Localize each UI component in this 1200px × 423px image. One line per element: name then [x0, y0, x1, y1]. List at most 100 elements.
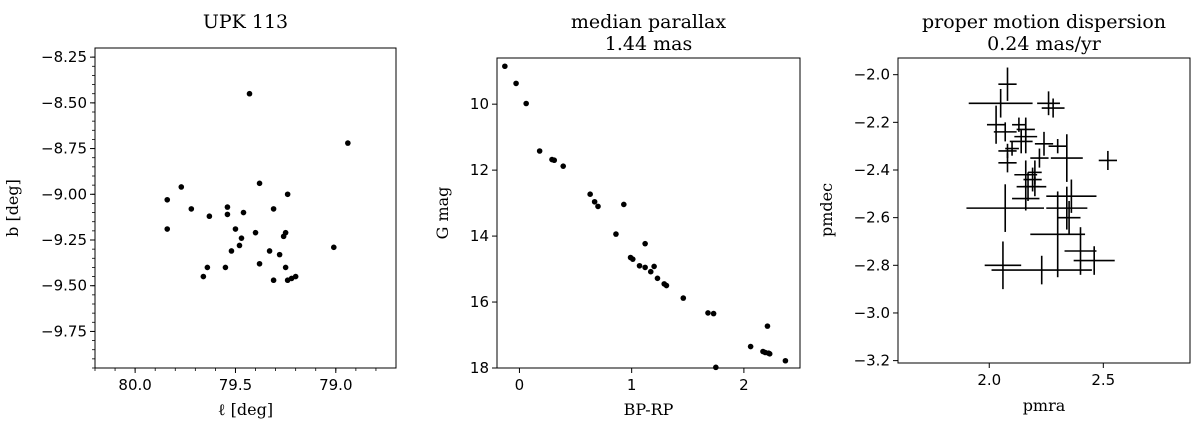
data-point	[256, 260, 263, 267]
data-point	[705, 310, 711, 316]
data-point	[654, 275, 661, 282]
data-point	[647, 268, 654, 275]
x-tick-label: 0	[515, 376, 525, 394]
y-tick-label: −2.4	[854, 161, 890, 179]
chart-title: UPK 113	[203, 11, 288, 33]
y-tick-label: 14	[470, 227, 489, 245]
x-tick-label: 2.5	[1091, 371, 1115, 389]
x-axis-label: pmra	[1023, 396, 1066, 415]
data-point	[613, 231, 619, 237]
data-point	[246, 90, 253, 97]
y-tick-label: −3.0	[854, 304, 890, 322]
data-point	[252, 229, 259, 236]
data-point	[621, 201, 627, 208]
data-point	[560, 163, 567, 169]
x-tick-label: 1	[627, 376, 637, 394]
x-tick-label: 79.0	[319, 376, 352, 394]
data-point	[228, 248, 235, 254]
y-axis-label: pmdec	[817, 183, 836, 237]
x-tick-label: 2.0	[977, 371, 1001, 389]
data-point	[663, 282, 670, 289]
chart-panel-1: UPK 113 80.0 79.5 79.0 −8.25 −8.50 −8.75 −9.00 −…	[3, 11, 397, 419]
chart-title: proper motion dispersion	[922, 11, 1166, 33]
data-point	[330, 244, 337, 251]
y-tick-label: −9.25	[41, 231, 87, 249]
data-point	[636, 262, 643, 269]
x-axis-label: BP-RP	[624, 400, 674, 419]
data-point	[240, 209, 247, 216]
y-tick-label: 12	[470, 161, 489, 179]
y-tick-label: 16	[470, 293, 489, 311]
x-tick-label: 79.5	[219, 376, 252, 394]
data-point	[206, 213, 213, 220]
data-point	[224, 204, 231, 210]
data-point	[292, 273, 299, 280]
chart-subtitle: 0.24 mas/yr	[987, 33, 1102, 55]
chart-title: median parallax	[571, 11, 726, 33]
y-tick-label: −8.50	[41, 94, 87, 112]
plot-frame	[94, 47, 397, 369]
plot-frame	[496, 57, 801, 369]
x-tick-label: 2	[739, 376, 749, 394]
x-axis-label: ℓ [deg]	[218, 400, 273, 419]
plot-frame	[897, 57, 1191, 364]
data-point	[256, 180, 263, 187]
y-tick-label: −2.6	[854, 209, 890, 227]
data-point	[782, 357, 789, 364]
data-point	[642, 240, 648, 247]
y-tick-label: −2.2	[854, 113, 890, 131]
chart-subtitle: 1.44 mas	[605, 33, 692, 55]
data-point	[680, 295, 687, 301]
data-point	[595, 203, 601, 210]
y-tick-label: −2.0	[854, 66, 890, 84]
data-point	[266, 248, 273, 254]
data-point	[270, 277, 277, 284]
data-point	[188, 206, 195, 212]
data-point	[280, 233, 287, 240]
x-tick-label: 80.0	[118, 376, 151, 394]
y-tick-label: −3.2	[854, 352, 890, 370]
data-point	[513, 80, 519, 87]
data-point	[747, 343, 754, 350]
data-point	[236, 242, 243, 249]
y-tick-label: −9.75	[41, 322, 87, 340]
y-tick-label: −2.8	[854, 256, 890, 274]
data-point	[591, 198, 598, 205]
data-point	[502, 63, 508, 70]
y-tick-label: −8.75	[41, 140, 87, 158]
data-point	[523, 100, 529, 107]
data-point	[642, 264, 648, 271]
data-point	[222, 264, 229, 271]
y-tick-label: −9.00	[41, 185, 87, 203]
y-tick-label: 10	[470, 95, 489, 113]
y-axis-label: b [deg]	[3, 179, 22, 237]
y-tick-label: −8.25	[41, 48, 87, 66]
data-point	[224, 211, 231, 218]
data-point	[238, 235, 245, 241]
data-point	[764, 323, 771, 329]
data-point	[551, 157, 558, 164]
data-point	[164, 196, 171, 203]
data-point	[766, 351, 773, 357]
data-point	[178, 184, 185, 190]
y-axis-label: G mag	[433, 187, 452, 240]
data-point	[345, 140, 351, 146]
data-point	[232, 226, 239, 232]
data-point	[284, 191, 291, 198]
data-point	[629, 256, 636, 262]
data-point	[164, 226, 171, 232]
data-point	[587, 191, 593, 198]
data-point	[282, 264, 289, 271]
y-tick-label: −9.50	[41, 277, 87, 295]
y-tick-label: 18	[470, 359, 489, 377]
data-point	[536, 148, 543, 154]
data-point	[270, 206, 277, 212]
data-point	[710, 310, 717, 317]
data-point	[713, 364, 719, 371]
data-point	[200, 273, 207, 280]
data-point	[651, 263, 657, 270]
data-point	[204, 264, 211, 271]
